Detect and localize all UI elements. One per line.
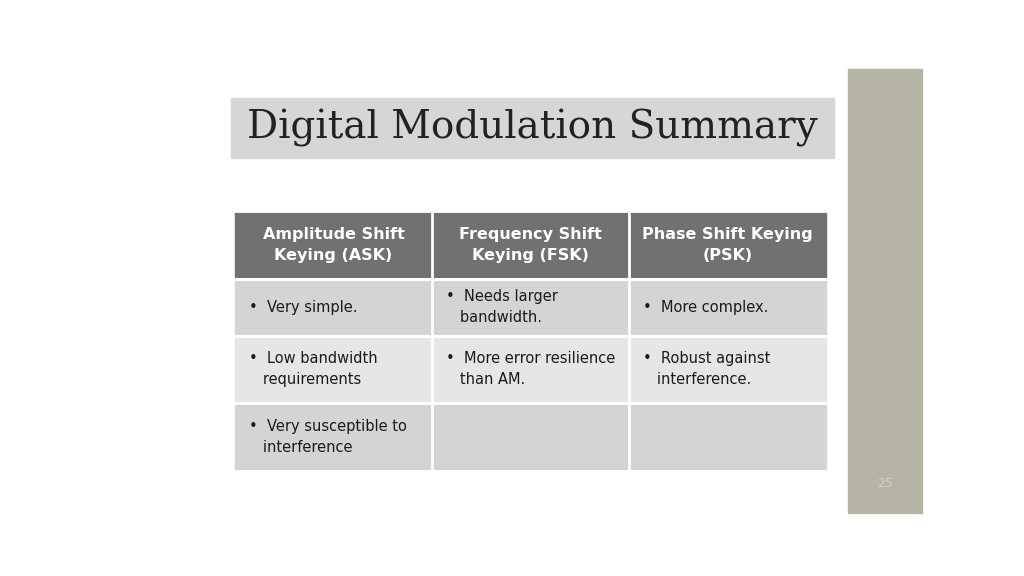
Bar — [432, 279, 629, 336]
Bar — [629, 279, 826, 336]
Bar — [236, 279, 432, 336]
Bar — [848, 69, 922, 513]
Bar — [629, 336, 826, 403]
Text: 25: 25 — [877, 478, 893, 491]
Text: Amplitude Shift
Keying (ASK): Amplitude Shift Keying (ASK) — [262, 227, 404, 263]
Bar — [432, 336, 629, 403]
Bar — [236, 211, 432, 279]
Text: •  Needs larger
   bandwidth.: • Needs larger bandwidth. — [446, 289, 558, 325]
Bar — [629, 403, 826, 471]
Text: Phase Shift Keying
(PSK): Phase Shift Keying (PSK) — [642, 227, 813, 263]
Text: •  Low bandwidth
   requirements: • Low bandwidth requirements — [250, 351, 378, 387]
Bar — [236, 403, 432, 471]
Text: •  More error resilience
   than AM.: • More error resilience than AM. — [446, 351, 615, 387]
Text: •  Robust against
   interference.: • Robust against interference. — [643, 351, 770, 387]
Text: •  More complex.: • More complex. — [643, 300, 769, 314]
Bar — [236, 336, 432, 403]
Bar — [432, 403, 629, 471]
Bar — [432, 211, 629, 279]
Text: •  Very susceptible to
   interference: • Very susceptible to interference — [250, 419, 408, 455]
Text: Frequency Shift
Keying (FSK): Frequency Shift Keying (FSK) — [459, 227, 602, 263]
Bar — [629, 211, 826, 279]
Text: Digital Modulation Summary: Digital Modulation Summary — [248, 109, 818, 147]
Text: •  Very simple.: • Very simple. — [250, 300, 358, 314]
Bar — [231, 98, 835, 158]
